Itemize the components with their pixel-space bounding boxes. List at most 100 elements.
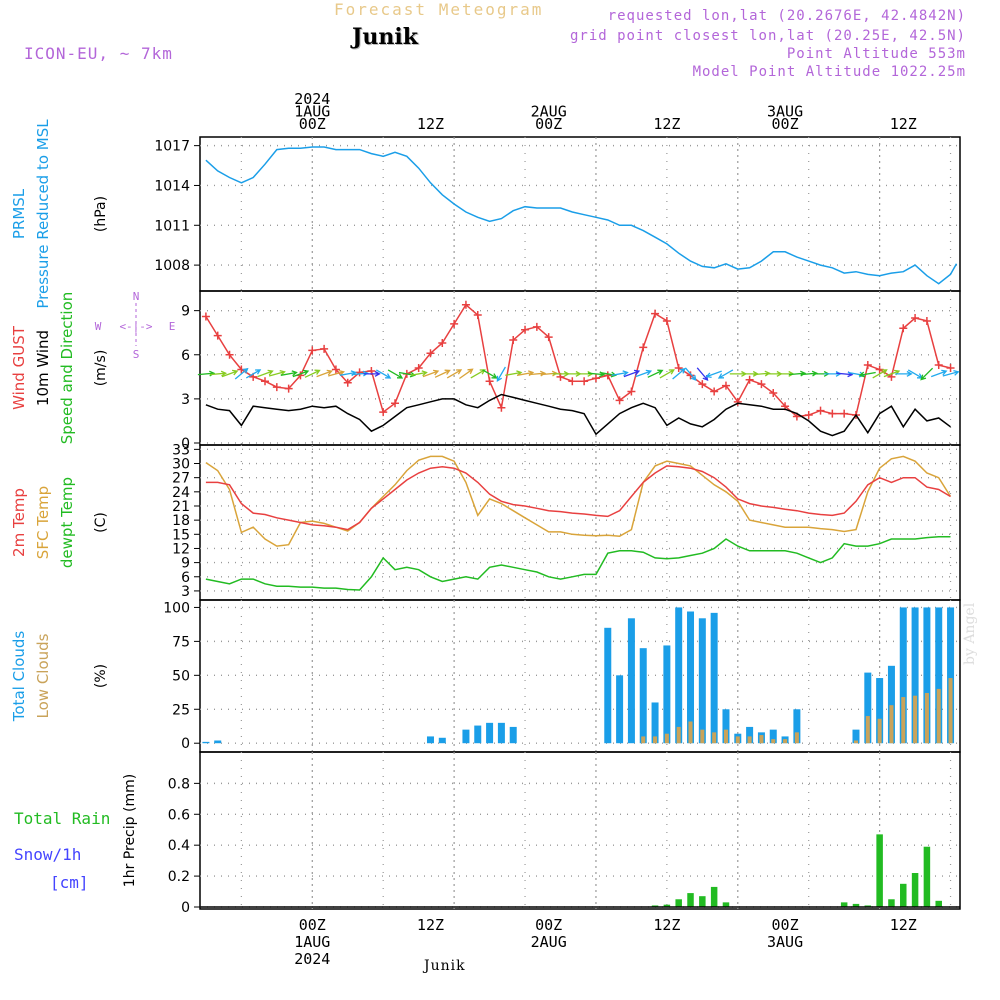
gust-marker	[497, 403, 506, 412]
bar-total-rain	[840, 902, 848, 907]
y-tick-label: 15	[172, 527, 190, 543]
bar-total-rain	[852, 903, 860, 907]
gust-marker	[485, 377, 494, 386]
bar-total-clouds	[698, 618, 706, 744]
bar-low-clouds	[653, 736, 658, 744]
series-line	[205, 465, 951, 531]
side-label: Speed and Direction	[58, 292, 76, 445]
gust-marker	[320, 344, 329, 353]
gust-marker	[757, 380, 766, 389]
gust-marker	[391, 399, 400, 408]
y-tick-label: 25	[172, 702, 190, 718]
wind-arrow	[672, 367, 686, 380]
bar-low-clouds	[853, 740, 858, 744]
y-tick-label: 0.2	[168, 869, 190, 885]
series-line	[205, 393, 951, 437]
side-label: [cm]	[50, 873, 89, 892]
panel-frame	[199, 290, 961, 446]
gust-marker	[521, 325, 530, 334]
y-unit-label: 1hr Precip (mm)	[122, 774, 138, 887]
wind-arrow	[705, 370, 722, 379]
wind-arrow	[717, 369, 734, 379]
bar-total-clouds	[710, 612, 718, 744]
bar-total-rain	[923, 846, 931, 907]
wind-arrow	[942, 369, 960, 377]
gust-marker	[828, 409, 837, 418]
bar-total-clouds	[627, 618, 635, 744]
wind-arrow	[872, 369, 888, 379]
bar-low-clouds	[641, 736, 646, 744]
wind-arrow	[684, 367, 697, 382]
gust-marker	[355, 368, 364, 377]
gust-marker	[331, 365, 340, 374]
gust-marker	[733, 397, 742, 406]
bar-low-clouds	[723, 729, 728, 744]
bar-total-clouds	[604, 627, 612, 744]
panel-pressure	[194, 136, 961, 292]
bar-total-clouds	[687, 611, 695, 744]
bar-total-clouds	[935, 607, 943, 744]
panel-clouds	[194, 599, 961, 753]
series-line	[205, 455, 952, 547]
bar-total-clouds	[911, 607, 919, 744]
bar-low-clouds	[924, 692, 929, 744]
gust-marker	[863, 361, 872, 370]
y-tick-label: 1017	[154, 139, 190, 155]
bar-total-rain	[864, 905, 872, 907]
gust-marker	[473, 311, 482, 320]
bar-low-clouds	[700, 729, 705, 744]
wind-arrow	[623, 369, 641, 378]
gust-marker	[343, 378, 352, 387]
gust-marker	[710, 387, 719, 396]
y-tick-label: 12	[172, 541, 190, 557]
gust-marker	[414, 364, 423, 372]
y-tick-label: 30	[172, 457, 190, 473]
gust-marker	[509, 336, 518, 345]
bar-total-clouds	[202, 741, 210, 744]
gust-marker	[591, 374, 600, 383]
byline-watermark: by Angel	[962, 602, 978, 665]
bar-total-rain	[663, 904, 671, 907]
gust-marker	[225, 350, 234, 359]
gust-marker	[568, 377, 577, 386]
y-tick-label: 0.6	[168, 807, 190, 823]
bar-total-clouds	[769, 729, 777, 744]
bar-low-clouds	[936, 688, 941, 744]
y-tick-label: 27	[172, 471, 190, 487]
bar-total-clouds	[923, 607, 931, 744]
gust-marker	[213, 331, 222, 340]
side-label: 2m Temp	[10, 488, 28, 557]
compass-east: E	[169, 320, 176, 333]
bar-total-clouds	[509, 726, 517, 744]
gust-marker	[639, 343, 648, 352]
panel-frame	[199, 599, 961, 753]
y-tick-label: 9	[181, 304, 190, 320]
series-line	[205, 146, 958, 285]
bottom-time-label: 2AUG	[531, 933, 567, 951]
gust-marker	[804, 411, 813, 420]
gust-marker	[426, 349, 435, 358]
gust-marker	[201, 312, 210, 321]
y-tick-label: 33	[172, 442, 190, 458]
bar-total-clouds	[852, 729, 860, 744]
bar-low-clouds	[664, 733, 669, 744]
bar-total-rain	[911, 873, 919, 907]
bar-low-clouds	[865, 716, 870, 744]
bar-low-clouds	[889, 705, 894, 744]
wind-arrow	[363, 370, 381, 377]
top-time-label: 12Z	[417, 115, 444, 133]
y-tick-label: 0.4	[168, 838, 190, 854]
bar-low-clouds	[759, 735, 764, 744]
footer-place-name: Junik	[424, 958, 466, 974]
gust-marker	[261, 377, 270, 386]
gust-marker	[899, 324, 908, 333]
bar-total-clouds	[864, 672, 872, 744]
bar-total-rain	[888, 899, 895, 907]
wind-arrow	[209, 370, 228, 377]
side-label: Total Clouds	[10, 631, 28, 723]
gust-marker	[544, 333, 553, 342]
y-tick-label: 24	[172, 485, 190, 501]
bar-total-clouds	[722, 709, 730, 744]
bar-total-clouds	[793, 709, 801, 744]
